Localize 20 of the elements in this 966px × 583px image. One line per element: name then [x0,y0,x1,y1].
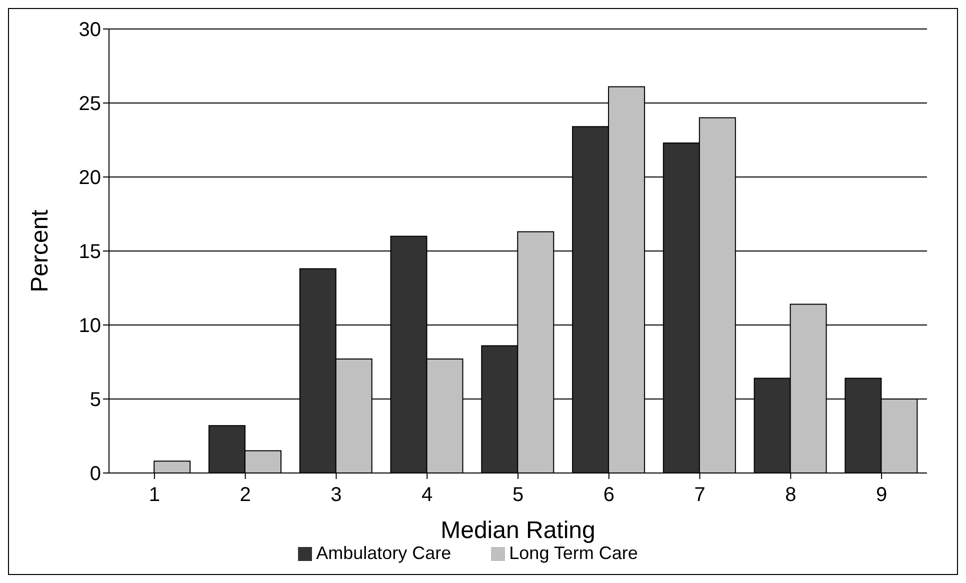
x-tick-label: 7 [694,484,706,506]
x-tick-label: 6 [603,484,614,506]
y-axis-title: Percent [26,209,54,292]
x-axis-title: Median Rating [440,517,596,544]
legend-label: Ambulatory Care [316,543,452,563]
y-tick-label: 30 [78,19,101,42]
y-tick-label: 25 [78,93,101,116]
y-tick-label: 10 [78,315,101,338]
x-tick-label: 1 [148,484,160,506]
y-tick-label: 5 [90,389,101,412]
x-tick-label: 2 [240,484,251,506]
x-tick-label: 3 [330,484,342,506]
y-tick-label: 20 [78,167,101,190]
y-tick-label: 15 [78,241,101,264]
legend-label: Long Term Care [509,543,638,563]
x-tick-label: 8 [785,484,796,506]
x-tick-label: 5 [512,484,524,506]
x-tick-label: 9 [876,484,888,506]
x-tick-label: 4 [422,484,433,506]
y-tick-label: 0 [90,463,101,486]
